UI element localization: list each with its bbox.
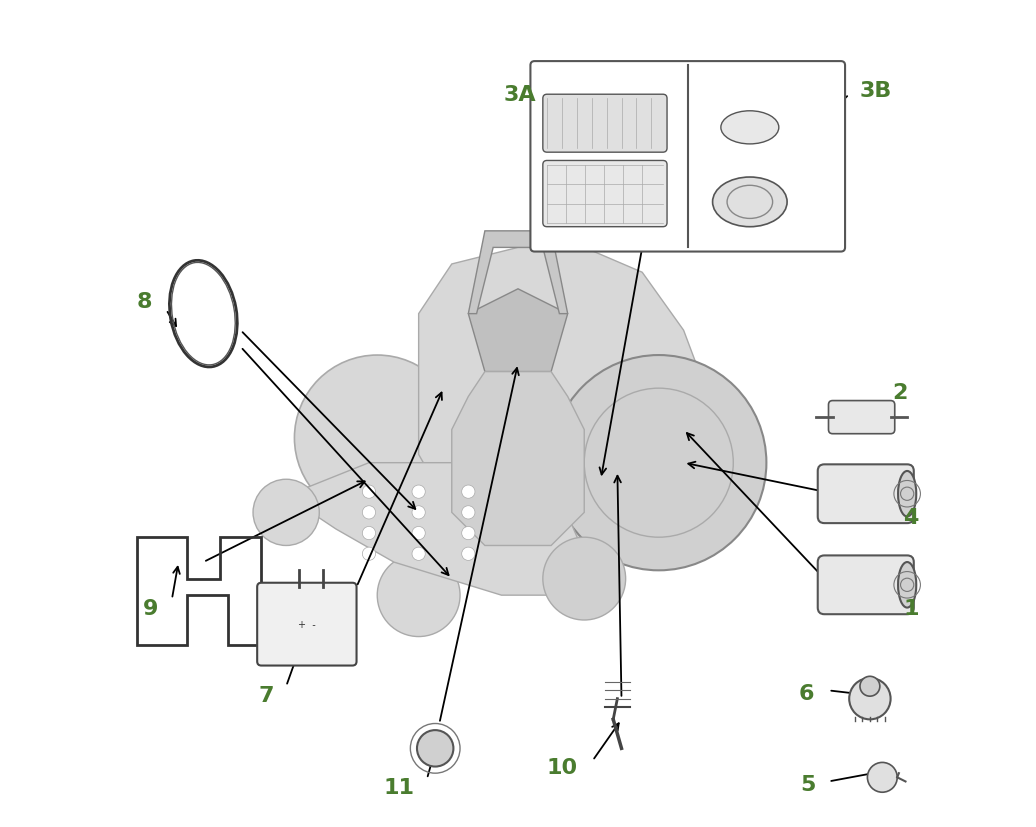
Text: 6: 6 xyxy=(799,683,814,703)
Ellipse shape xyxy=(713,178,787,227)
Circle shape xyxy=(412,547,425,561)
Circle shape xyxy=(462,506,474,519)
Circle shape xyxy=(253,480,319,546)
Circle shape xyxy=(543,538,626,620)
Circle shape xyxy=(462,547,474,561)
FancyBboxPatch shape xyxy=(530,62,845,252)
Text: 11: 11 xyxy=(383,777,414,797)
FancyBboxPatch shape xyxy=(257,583,356,666)
Ellipse shape xyxy=(898,471,916,517)
FancyBboxPatch shape xyxy=(543,161,667,227)
Circle shape xyxy=(363,527,376,540)
Text: 3A: 3A xyxy=(503,85,537,105)
Circle shape xyxy=(462,527,474,540)
Ellipse shape xyxy=(898,562,916,608)
Circle shape xyxy=(850,678,891,719)
Text: 4: 4 xyxy=(903,507,918,527)
Polygon shape xyxy=(419,248,709,546)
Text: 8: 8 xyxy=(137,292,152,312)
Text: 5: 5 xyxy=(801,774,816,794)
Circle shape xyxy=(294,356,460,521)
Polygon shape xyxy=(468,289,568,372)
Text: +  -: + - xyxy=(298,619,316,629)
Circle shape xyxy=(412,506,425,519)
Circle shape xyxy=(412,527,425,540)
FancyBboxPatch shape xyxy=(543,95,667,153)
Circle shape xyxy=(416,730,454,767)
Circle shape xyxy=(412,485,425,499)
Circle shape xyxy=(363,547,376,561)
Circle shape xyxy=(363,506,376,519)
Text: 3B: 3B xyxy=(859,81,892,101)
Polygon shape xyxy=(286,463,584,595)
Polygon shape xyxy=(468,232,568,314)
Circle shape xyxy=(551,356,767,571)
Circle shape xyxy=(462,485,474,499)
Text: 1: 1 xyxy=(903,598,919,618)
Text: 2: 2 xyxy=(892,383,908,403)
Text: 10: 10 xyxy=(547,758,578,777)
Circle shape xyxy=(867,762,897,792)
Circle shape xyxy=(377,554,460,637)
FancyBboxPatch shape xyxy=(829,401,895,434)
Text: 9: 9 xyxy=(142,598,157,618)
Circle shape xyxy=(363,485,376,499)
FancyBboxPatch shape xyxy=(817,465,914,523)
Ellipse shape xyxy=(721,112,779,145)
Circle shape xyxy=(860,676,880,696)
Polygon shape xyxy=(452,372,584,546)
Text: 7: 7 xyxy=(258,685,274,705)
FancyBboxPatch shape xyxy=(817,556,914,614)
